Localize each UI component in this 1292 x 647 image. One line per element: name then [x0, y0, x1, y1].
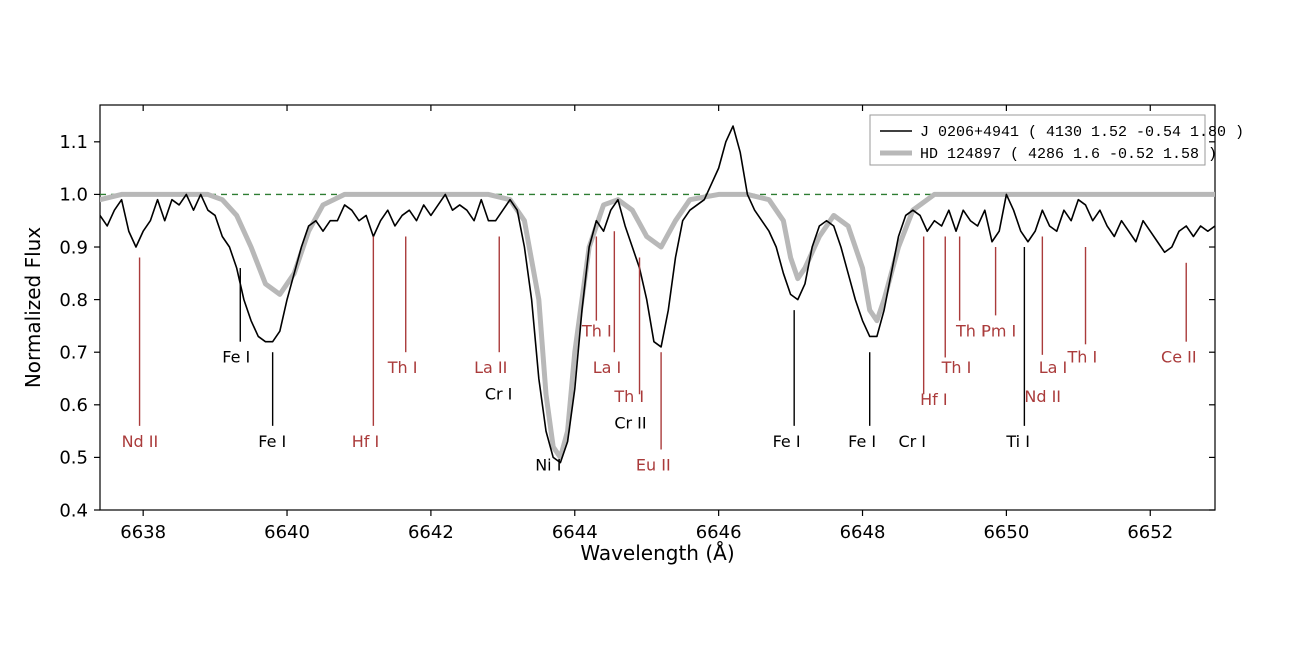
line-label: Eu II: [636, 456, 671, 475]
line-label: Ce II: [1161, 348, 1197, 367]
xtick-label: 6648: [840, 522, 886, 543]
line-label: Pm I: [981, 321, 1016, 340]
line-label: Ni I: [535, 456, 561, 475]
line-label: Th I: [613, 387, 644, 406]
line-label: Fe I: [773, 432, 801, 451]
ytick-label: 0.8: [59, 290, 88, 311]
xtick-label: 6640: [264, 522, 310, 543]
line-label: La I: [1039, 358, 1068, 377]
line-label: Nd II: [1024, 387, 1061, 406]
ytick-label: 0.6: [59, 395, 88, 416]
line-label: Hf I: [352, 432, 379, 451]
line-label: Fe I: [222, 348, 250, 367]
xtick-label: 6650: [983, 522, 1029, 543]
line-label: Ti I: [1005, 432, 1030, 451]
ytick-label: 0.4: [59, 500, 88, 521]
spectrum-chart: 6638 6640 6642 6644 6646 6648 6650 6652 0.4 0.5 0.…: [0, 0, 1292, 643]
xtick-label: 6642: [408, 522, 454, 543]
line-label: Th I: [387, 358, 418, 377]
line-label: Fe I: [258, 432, 286, 451]
ytick-label: 1.1: [59, 132, 88, 153]
line-label: Hf I: [920, 390, 947, 409]
line-label: Fe I: [848, 432, 876, 451]
line-label: La II: [474, 358, 507, 377]
xtick-label: 6638: [120, 522, 166, 543]
y-axis-label: Normalized Flux: [21, 227, 45, 389]
ytick-label: 0.7: [59, 343, 88, 364]
legend-label: J 0206+4941 ( 4130 1.52 -0.54 1.80 ): [920, 124, 1244, 141]
legend-label: HD 124897 ( 4286 1.6 -0.52 1.58 ): [920, 146, 1217, 163]
line-label: La I: [593, 358, 622, 377]
line-label: Cr I: [485, 385, 513, 404]
ytick-label: 1.0: [59, 185, 88, 206]
line-label: Nd II: [122, 432, 159, 451]
line-label: Th I: [581, 321, 612, 340]
line-label: Cr II: [614, 413, 646, 432]
xtick-label: 6652: [1127, 522, 1173, 543]
ytick-label: 0.9: [59, 237, 88, 258]
xtick-label: 6644: [552, 522, 598, 543]
xtick-label: 6646: [696, 522, 742, 543]
line-label: Th I: [1067, 348, 1098, 367]
x-axis-label: Wavelength (Å): [580, 541, 734, 565]
ytick-label: 0.5: [59, 448, 88, 469]
line-label: Th I: [941, 358, 972, 377]
line-label: Cr I: [898, 432, 926, 451]
